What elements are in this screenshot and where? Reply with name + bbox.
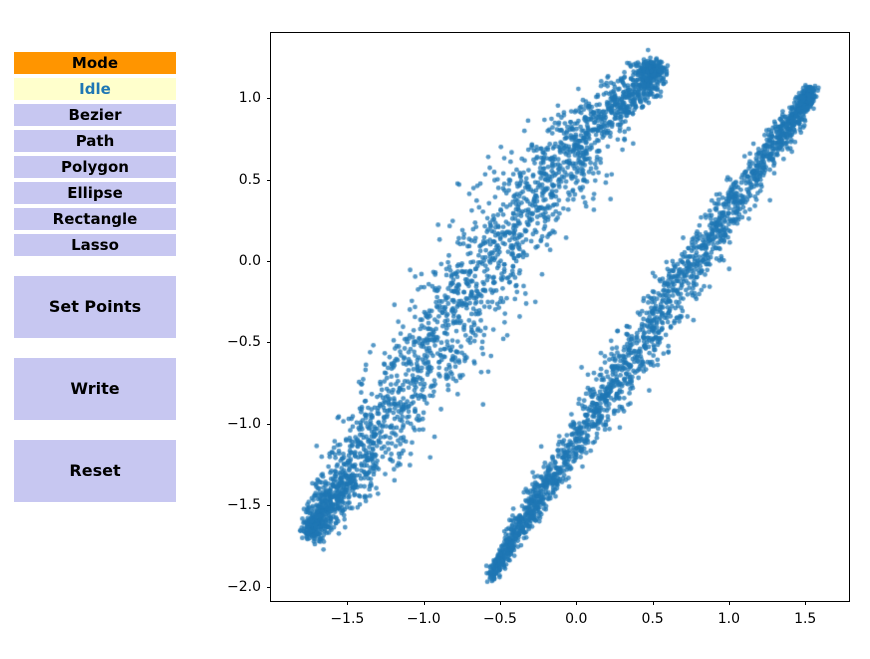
ytick-label: −1.5 [213, 497, 261, 513]
xtick-mark [424, 601, 425, 605]
ytick-mark [267, 587, 271, 588]
ytick-label: −1.0 [213, 416, 261, 432]
mode-header: Mode [14, 52, 176, 74]
xtick-mark [500, 601, 501, 605]
ytick-label: 1.0 [213, 90, 261, 106]
mode-item-ellipse[interactable]: Ellipse [14, 182, 176, 204]
ytick-label: −0.5 [213, 334, 261, 350]
mode-item-idle[interactable]: Idle [14, 78, 176, 100]
xtick-mark [729, 601, 730, 605]
mode-item-rectangle[interactable]: Rectangle [14, 208, 176, 230]
scatter-plot: −2.0−1.5−1.0−0.50.00.51.0−1.5−1.0−0.50.0… [270, 32, 850, 602]
xtick-label: 1.5 [794, 611, 816, 627]
reset-button[interactable]: Reset [14, 440, 176, 502]
xtick-mark [653, 601, 654, 605]
ytick-mark [267, 180, 271, 181]
xtick-mark [347, 601, 348, 605]
xtick-label: 1.0 [718, 611, 740, 627]
ytick-mark [267, 505, 271, 506]
ytick-mark [267, 261, 271, 262]
ytick-label: −2.0 [213, 579, 261, 595]
xtick-label: −0.5 [483, 611, 517, 627]
ytick-mark [267, 342, 271, 343]
mode-item-bezier[interactable]: Bezier [14, 104, 176, 126]
xtick-label: 0.0 [565, 611, 587, 627]
mode-item-polygon[interactable]: Polygon [14, 156, 176, 178]
write-button[interactable]: Write [14, 358, 176, 420]
mode-item-path[interactable]: Path [14, 130, 176, 152]
xtick-mark [805, 601, 806, 605]
xtick-label: −1.0 [407, 611, 441, 627]
mode-item-lasso[interactable]: Lasso [14, 234, 176, 256]
xtick-label: −1.5 [330, 611, 364, 627]
ytick-mark [267, 424, 271, 425]
xtick-label: 0.5 [641, 611, 663, 627]
ytick-label: 0.0 [213, 253, 261, 269]
scatter-canvas [271, 33, 849, 601]
set-points-button[interactable]: Set Points [14, 276, 176, 338]
xtick-mark [576, 601, 577, 605]
ytick-mark [267, 98, 271, 99]
mode-sidebar: Mode Idle Bezier Path Polygon Ellipse Rectang… [14, 52, 176, 502]
ytick-label: 0.5 [213, 172, 261, 188]
